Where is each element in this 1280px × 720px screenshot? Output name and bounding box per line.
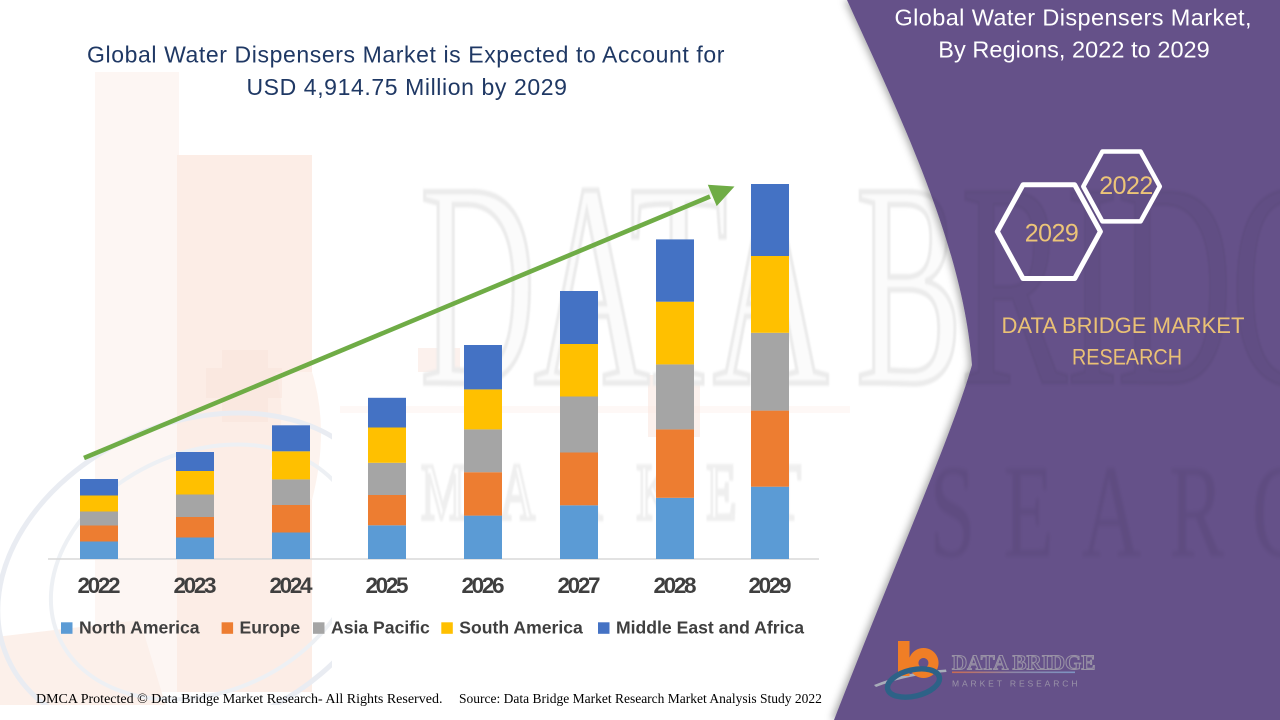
svg-text:2022: 2022 — [78, 573, 121, 598]
svg-text:By Regions, 2022 to 2029: By Regions, 2022 to 2029 — [938, 37, 1210, 63]
svg-text:Middle East and Africa: Middle East and Africa — [616, 617, 804, 637]
svg-text:MARKET RESEARCH: MARKET RESEARCH — [952, 679, 1080, 689]
svg-text:2023: 2023 — [174, 573, 217, 598]
svg-text:DMCA Protected © Data Bridge M: DMCA Protected © Data Bridge Market Rese… — [36, 692, 442, 707]
svg-text:DATA BRIDGE MARKET: DATA BRIDGE MARKET — [1002, 313, 1245, 338]
svg-text:Global Water Dispensers Market: Global Water Dispensers Market, — [895, 5, 1252, 31]
svg-text:2028: 2028 — [654, 573, 697, 598]
svg-text:DATA BRIDGE: DATA BRIDGE — [952, 651, 1095, 675]
svg-text:Source: Data Bridge Market Res: Source: Data Bridge Market Research Mark… — [459, 691, 822, 706]
svg-text:2022: 2022 — [1099, 172, 1153, 200]
svg-text:2029: 2029 — [749, 573, 792, 598]
svg-text:USD 4,914.75 Million by 2029: USD 4,914.75 Million by 2029 — [246, 74, 567, 100]
svg-text:RESEARCH: RESEARCH — [1072, 345, 1182, 370]
svg-text:Asia Pacific: Asia Pacific — [331, 617, 430, 637]
svg-text:2025: 2025 — [366, 573, 409, 598]
svg-text:Global Water Dispensers Market: Global Water Dispensers Market is Expect… — [87, 42, 725, 68]
svg-text:Europe: Europe — [240, 617, 301, 637]
svg-text:2026: 2026 — [462, 573, 505, 598]
svg-text:North America: North America — [79, 617, 200, 637]
svg-text:2024: 2024 — [270, 573, 313, 598]
svg-text:2029: 2029 — [1025, 220, 1079, 248]
svg-text:2027: 2027 — [558, 573, 601, 598]
svg-text:South America: South America — [459, 617, 583, 637]
